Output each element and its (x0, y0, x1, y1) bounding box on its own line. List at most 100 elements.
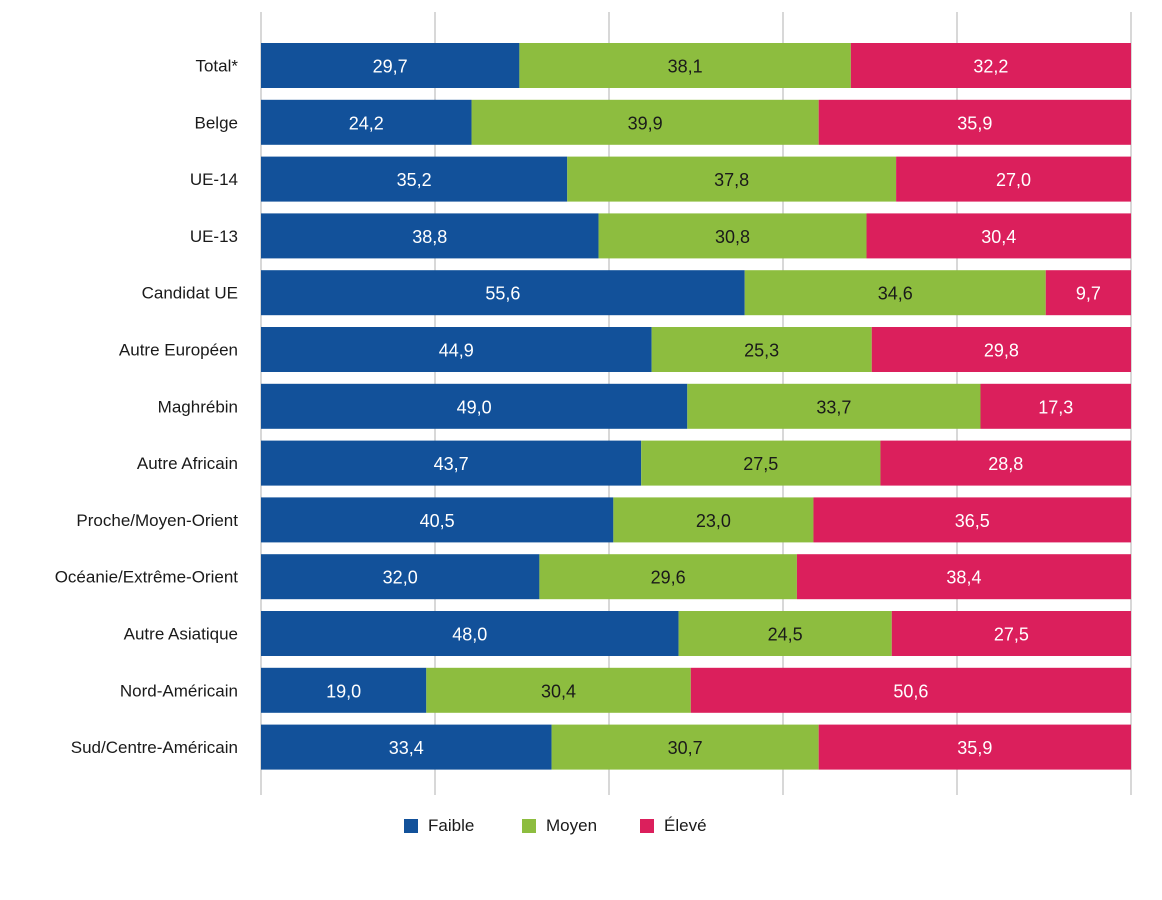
data-label: 25,3 (744, 341, 779, 361)
category-label: Candidat UE (142, 284, 238, 303)
category-label: Océanie/Extrême-Orient (55, 568, 239, 587)
bar-row: Maghrébin 49,0 33,7 17,3 (158, 383, 1131, 429)
data-label: 27,5 (743, 454, 778, 474)
data-label: 30,7 (668, 738, 703, 758)
bar-segment-moyen (426, 667, 691, 713)
bar-segment-élevé (880, 440, 1131, 486)
data-label: 55,6 (485, 284, 520, 304)
data-label: 50,6 (893, 681, 928, 701)
bar-row: UE-14 35,2 37,8 27,0 (190, 156, 1131, 202)
bar-segment-faible (261, 724, 552, 770)
data-label: 9,7 (1076, 284, 1101, 304)
bar-row: Océanie/Extrême-Orient 32,0 29,6 38,4 (55, 554, 1131, 600)
data-label: 28,8 (988, 454, 1023, 474)
data-label: 24,2 (349, 113, 384, 133)
bar-segment-faible (261, 667, 427, 713)
bar-segment-moyen (613, 497, 814, 543)
chart-plot-area: Total* 29,7 38,1 32,2 Belge 24,2 39,9 35,9 UE-14… (55, 12, 1132, 795)
data-label: 30,4 (981, 227, 1016, 247)
bar-segment-moyen (641, 440, 881, 486)
bar-row: Nord-Américain 19,0 30,4 50,6 (120, 667, 1131, 713)
data-label: 32,2 (973, 57, 1008, 77)
bar-segment-faible (261, 270, 745, 316)
data-label: 35,9 (957, 113, 992, 133)
data-label: 38,1 (668, 57, 703, 77)
category-label: Proche/Moyen-Orient (76, 511, 238, 530)
category-label: Maghrébin (158, 397, 238, 416)
bar-segment-faible (261, 156, 568, 202)
data-label: 48,0 (452, 625, 487, 645)
data-label: 19,0 (326, 681, 361, 701)
data-label: 29,8 (984, 341, 1019, 361)
category-label: Sud/Centre-Américain (71, 738, 238, 757)
data-label: 33,4 (389, 738, 424, 758)
bar-segment-élevé (813, 497, 1131, 543)
bar-segment-faible (261, 327, 652, 372)
data-label: 43,7 (434, 454, 469, 474)
data-label: 49,0 (457, 397, 492, 417)
legend-label: Moyen (546, 816, 598, 835)
bar-segment-moyen (744, 270, 1046, 316)
category-label: UE-13 (190, 227, 238, 246)
bar-segment-moyen (539, 554, 797, 600)
legend-label: Élevé (664, 816, 707, 835)
data-label: 29,6 (651, 568, 686, 588)
bar-segment-faible (261, 383, 688, 429)
data-label: 27,0 (996, 170, 1031, 190)
bar-segment-faible (261, 611, 679, 656)
data-label: 30,8 (715, 227, 750, 247)
data-label: 37,8 (714, 170, 749, 190)
bar-segment-faible (261, 440, 642, 486)
data-label: 44,9 (439, 341, 474, 361)
bar-segment-élevé (690, 667, 1131, 713)
data-label: 23,0 (696, 511, 731, 531)
legend-item: Moyen (522, 816, 640, 836)
chart-legend: Faible Moyen Élevé (0, 816, 1162, 836)
bar-segment-élevé (891, 611, 1131, 656)
data-label: 35,9 (957, 738, 992, 758)
legend-label: Faible (428, 816, 475, 835)
category-label: Autre Asiatique (124, 625, 238, 644)
bar-segment-faible (261, 554, 540, 600)
data-label: 36,5 (955, 511, 990, 531)
bar-row: Autre Asiatique 48,0 24,5 27,5 (124, 611, 1131, 656)
bar-segment-faible (261, 43, 520, 88)
bar-segment-faible (261, 213, 599, 259)
bar-segment-élevé (1045, 270, 1131, 316)
data-label: 35,2 (397, 170, 432, 190)
bar-segment-moyen (651, 327, 872, 372)
bar-segment-élevé (980, 383, 1131, 429)
data-label: 34,6 (878, 284, 913, 304)
legend-swatch (522, 819, 536, 833)
category-label: Autre Africain (137, 454, 238, 473)
data-label: 24,5 (768, 625, 803, 645)
bar-segment-moyen (551, 724, 819, 770)
legend-item: Faible (404, 816, 522, 836)
data-label: 27,5 (994, 625, 1029, 645)
data-label: 17,3 (1038, 397, 1073, 417)
bar-segment-moyen (519, 43, 851, 88)
bar-row: Proche/Moyen-Orient 40,5 23,0 36,5 (76, 497, 1131, 543)
data-label: 30,4 (541, 681, 576, 701)
bar-rows: Total* 29,7 38,1 32,2 Belge 24,2 39,9 35,9 UE-14… (55, 43, 1131, 770)
bar-row: UE-13 38,8 30,8 30,4 (190, 213, 1131, 259)
category-label: Belge (195, 113, 238, 132)
data-label: 39,9 (628, 113, 663, 133)
bar-segment-moyen (567, 156, 897, 202)
legend-swatch (640, 819, 654, 833)
legend-item: Élevé (640, 816, 758, 836)
bar-segment-élevé (850, 43, 1131, 88)
bar-segment-moyen (687, 383, 981, 429)
data-label: 38,4 (946, 568, 981, 588)
bar-segment-élevé (896, 156, 1131, 202)
category-label: Nord-Américain (120, 681, 238, 700)
bar-row: Sud/Centre-Américain 33,4 30,7 35,9 (71, 724, 1131, 770)
bar-segment-élevé (871, 327, 1131, 372)
data-label: 40,5 (420, 511, 455, 531)
legend-swatch (404, 819, 418, 833)
bar-segment-faible (261, 99, 472, 145)
bar-row: Belge 24,2 39,9 35,9 (195, 99, 1131, 145)
bar-segment-élevé (866, 213, 1131, 259)
bar-row: Candidat UE 55,6 34,6 9,7 (142, 270, 1131, 316)
